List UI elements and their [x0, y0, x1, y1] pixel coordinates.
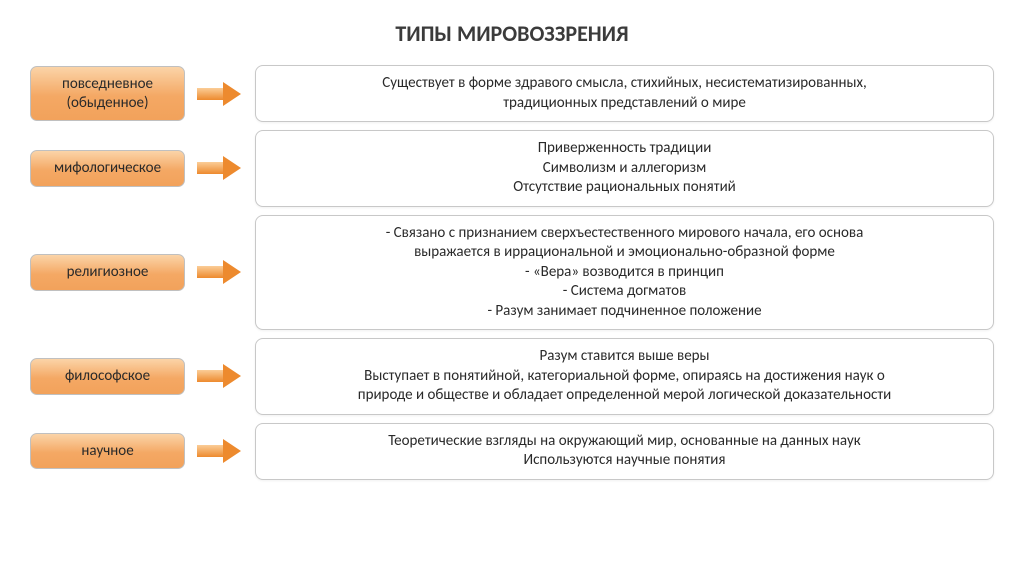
- arrow-icon: [197, 156, 243, 180]
- label-scientific: научное: [30, 433, 185, 470]
- arrow-icon: [197, 364, 243, 388]
- arrow-mythological: [185, 156, 255, 180]
- desc-line: Разум ставится выше веры: [270, 347, 979, 367]
- desc-line: - Система догматов: [270, 282, 979, 302]
- desc-everyday: Существует в форме здравого смысла, стих…: [255, 65, 994, 122]
- arrow-icon: [197, 439, 243, 463]
- arrow-icon: [197, 260, 243, 284]
- desc-line: Приверженность традиции: [270, 139, 979, 159]
- row-scientific: научное Теоретические взгляды на окружаю…: [30, 423, 994, 480]
- row-religious: религиозное - Связано с признанием сверх…: [30, 215, 994, 331]
- desc-line: Используются научные понятия: [270, 451, 979, 471]
- arrow-everyday: [185, 82, 255, 106]
- desc-line: выражается в иррациональной и эмоциональ…: [270, 243, 979, 263]
- desc-line: Символизм и аллегоризм: [270, 159, 979, 179]
- desc-line: Существует в форме здравого смысла, стих…: [270, 74, 979, 94]
- row-mythological: мифологическое Приверженность традиции С…: [30, 130, 994, 207]
- label-mythological: мифологическое: [30, 150, 185, 187]
- desc-line: Выступает в понятийной, категориальной ф…: [270, 367, 979, 387]
- row-philosophical: философское Разум ставится выше веры Выс…: [30, 338, 994, 415]
- desc-philosophical: Разум ставится выше веры Выступает в пон…: [255, 338, 994, 415]
- desc-line: природе и обществе и обладает определенн…: [270, 386, 979, 406]
- page-title: ТИПЫ МИРОВОЗЗРЕНИЯ: [30, 20, 994, 47]
- label-everyday: повседневное (обыденное): [30, 66, 185, 122]
- row-everyday: повседневное (обыденное) Существует в фо…: [30, 65, 994, 122]
- arrow-religious: [185, 260, 255, 284]
- rows-container: повседневное (обыденное) Существует в фо…: [30, 65, 994, 480]
- desc-line: - Связано с признанием сверхъестественно…: [270, 224, 979, 244]
- desc-religious: - Связано с признанием сверхъестественно…: [255, 215, 994, 331]
- desc-line: Отсутствие рациональных понятий: [270, 178, 979, 198]
- arrow-scientific: [185, 439, 255, 463]
- desc-line: традиционных представлений о мире: [270, 94, 979, 114]
- label-religious: религиозное: [30, 254, 185, 291]
- arrow-philosophical: [185, 364, 255, 388]
- label-philosophical: философское: [30, 358, 185, 395]
- desc-scientific: Теоретические взгляды на окружающий мир,…: [255, 423, 994, 480]
- desc-mythological: Приверженность традиции Символизм и алле…: [255, 130, 994, 207]
- desc-line: - Разум занимает подчиненное положение: [270, 302, 979, 322]
- desc-line: Теоретические взгляды на окружающий мир,…: [270, 432, 979, 452]
- arrow-icon: [197, 82, 243, 106]
- desc-line: - «Вера» возводится в принцип: [270, 263, 979, 283]
